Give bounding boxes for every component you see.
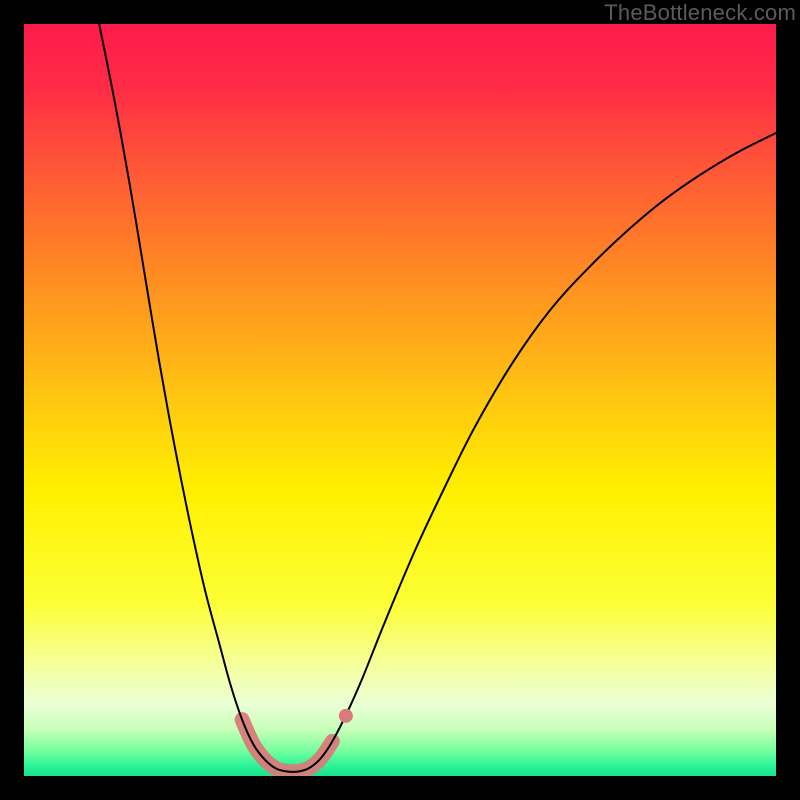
watermark-text: TheBottleneck.com <box>604 0 796 26</box>
valley-end-marker <box>339 709 353 723</box>
gradient-background <box>24 24 776 776</box>
bottleneck-chart <box>0 0 800 800</box>
chart-stage: TheBottleneck.com <box>0 0 800 800</box>
